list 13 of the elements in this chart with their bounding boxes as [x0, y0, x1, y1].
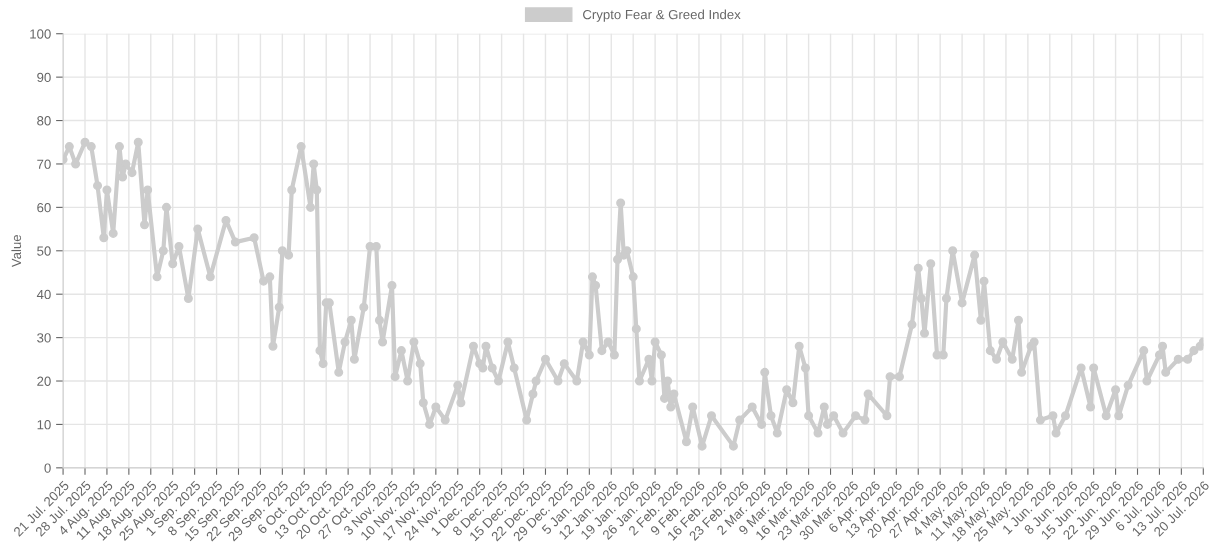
y-tick-label: 20: [37, 376, 51, 386]
y-tick-label: 40: [36, 289, 51, 300]
y-tick-label: 0: [44, 463, 51, 473]
legend-label: Crypto Fear & Greed Index: [583, 9, 741, 22]
y-tick-label: 30: [37, 333, 51, 343]
y-tick-label: 60: [37, 202, 51, 213]
y-tick-label: 10: [37, 420, 51, 430]
y-axis-title: Value: [11, 234, 22, 268]
y-tick-label: 90: [37, 72, 51, 83]
y-tick-label: 70: [37, 159, 51, 169]
y-tick-label: 100: [30, 29, 51, 39]
y-tick-label: 80: [37, 116, 51, 126]
y-tick-label: 50: [37, 246, 51, 256]
